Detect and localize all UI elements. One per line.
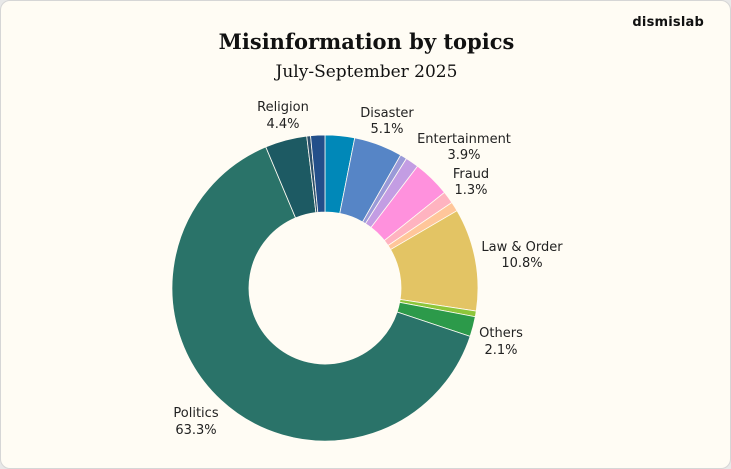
label-entertainment-pct: 3.9% — [447, 148, 480, 163]
slice-label-fraud: Fraud 1.3% — [453, 167, 489, 198]
label-politics-pct: 63.3% — [175, 423, 216, 438]
slice-label-religion: Religion 4.4% — [257, 100, 309, 132]
slice-unlabeled-13 — [310, 134, 326, 213]
slice-label-politics: Politics 63.3% — [173, 406, 218, 438]
label-religion-name: Religion — [257, 100, 309, 115]
label-others-pct: 2.1% — [484, 343, 517, 358]
brand-logo: dismislab — [632, 15, 704, 30]
slice-label-disaster: Disaster 5.1% — [360, 106, 414, 137]
label-fraud-name: Fraud — [453, 167, 489, 182]
donut-slices — [171, 134, 479, 442]
label-fraud-pct: 1.3% — [454, 183, 487, 198]
label-law-order-pct: 10.8% — [501, 256, 542, 271]
label-law-order-name: Law & Order — [481, 240, 563, 255]
slice-label-others: Others 2.1% — [479, 326, 523, 358]
label-entertainment-name: Entertainment — [417, 132, 511, 147]
slice-label-law-order: Law & Order 10.8% — [481, 240, 563, 271]
label-others-name: Others — [479, 326, 523, 341]
chart-title: Misinformation by topics — [218, 29, 515, 54]
chart-subtitle: July-September 2025 — [275, 62, 458, 82]
slice-politics — [171, 146, 471, 442]
label-disaster-name: Disaster — [360, 106, 414, 121]
label-religion-pct: 4.4% — [266, 117, 299, 132]
slice-label-entertainment: Entertainment 3.9% — [417, 132, 511, 163]
label-politics-name: Politics — [173, 406, 218, 421]
label-disaster-pct: 5.1% — [370, 122, 403, 137]
